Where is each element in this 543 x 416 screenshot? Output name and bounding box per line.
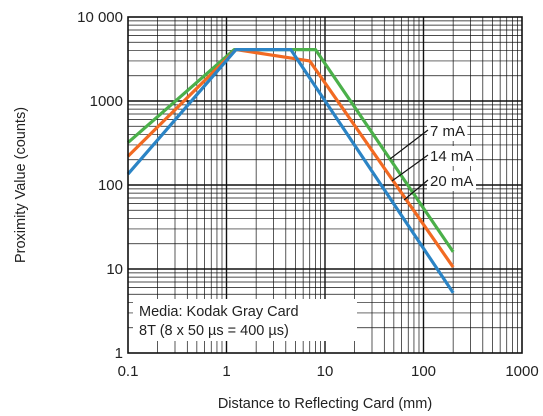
legend-bg-3 [427, 171, 476, 191]
series-line-2 [126, 47, 455, 269]
legend-leader-3 [403, 179, 429, 201]
media-note: Media: Kodak Gray Card 8T (8 x 50 µs = 4… [133, 299, 357, 341]
x-tick-label: 1000 [505, 363, 538, 380]
legend-bg-2 [427, 146, 476, 166]
x-tick-labels: 0.1 1 10 100 1000 [118, 363, 539, 380]
legend-bg-1 [427, 121, 468, 141]
x-tick-label: 0.1 [118, 363, 139, 380]
x-tick-label: 100 [411, 363, 436, 380]
series-lines [126, 47, 455, 294]
legend-label-1: 7 mA [430, 123, 465, 140]
y-tick-label: 1 [115, 345, 123, 362]
plot-frame [127, 16, 523, 354]
y-axis-label: Proximity Value (counts) [13, 107, 29, 263]
x-axis-label: Distance to Reflecting Card (mm) [218, 396, 432, 412]
y-tick-label: 10 000 [77, 9, 123, 26]
y-tick-labels: 1 10 100 1000 10 000 [77, 9, 123, 362]
legend-leader-1 [389, 129, 429, 160]
y-tick-label: 1000 [90, 93, 123, 110]
x-tick-label: 10 [317, 363, 334, 380]
legend-leader-2 [391, 154, 429, 182]
y-tick-label: 100 [98, 177, 123, 194]
series-line-3 [126, 47, 455, 294]
media-note-box [133, 299, 357, 341]
media-note-line-2: 8T (8 x 50 µs = 400 µs) [139, 323, 289, 339]
legend-label-2: 14 mA [430, 148, 473, 165]
y-tick-label: 10 [106, 261, 123, 278]
x-tick-label: 1 [222, 363, 230, 380]
media-note-line-1: Media: Kodak Gray Card [139, 304, 299, 320]
legend-label-3: 20 mA [430, 173, 473, 190]
legend: 7 mA 14 mA 20 mA [389, 121, 476, 201]
